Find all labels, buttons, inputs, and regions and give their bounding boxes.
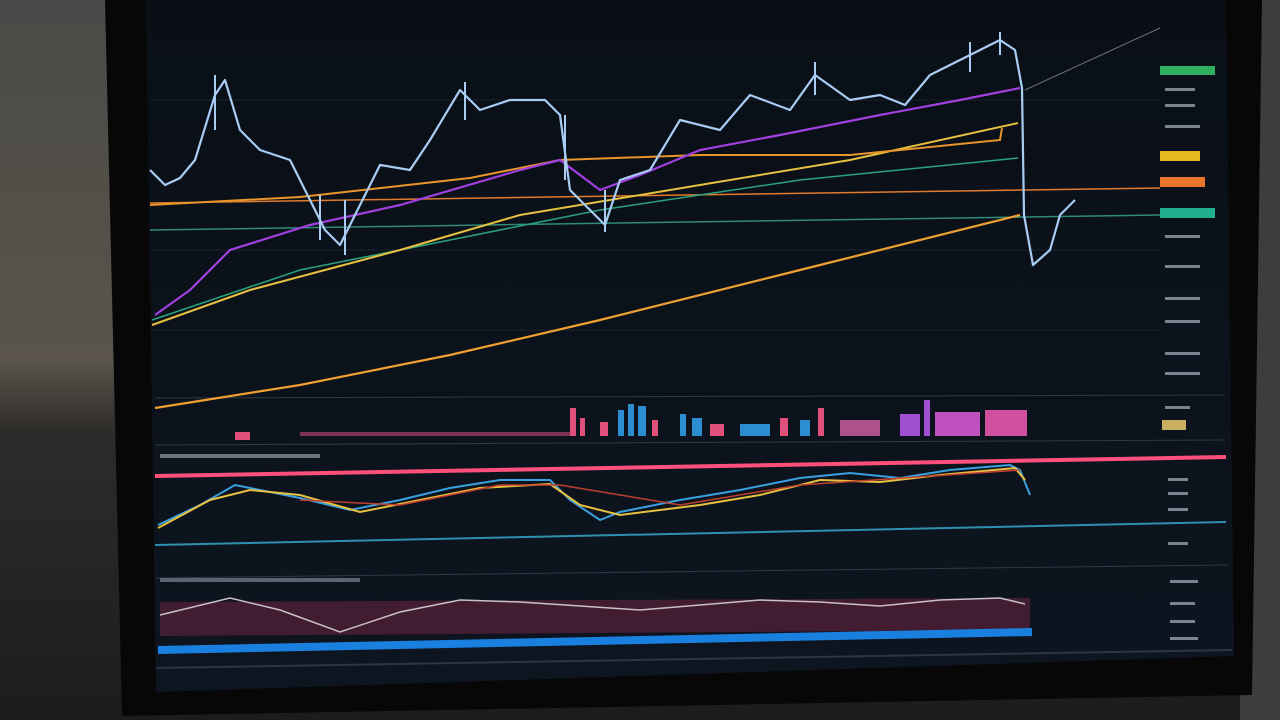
price-tag	[1160, 66, 1215, 75]
histogram-area	[160, 598, 1030, 636]
indicator-level	[154, 455, 1227, 478]
scale-mark	[1168, 508, 1188, 511]
lower-line	[159, 597, 1026, 633]
grid	[150, 99, 1229, 579]
volume-bar	[570, 408, 576, 436]
scale-mark	[1165, 235, 1200, 238]
scale-mark	[1165, 352, 1200, 355]
price-line	[149, 38, 1076, 267]
scale-mark	[1165, 88, 1195, 91]
indicator-baseline	[154, 521, 1227, 546]
ma-long	[154, 213, 1021, 410]
volume-bar	[800, 420, 810, 436]
scale-mark	[1165, 265, 1200, 268]
volume-bar	[580, 418, 585, 436]
scale-mark	[1168, 542, 1188, 545]
volume-bar	[985, 410, 1027, 436]
status-bar	[155, 649, 1233, 669]
volume-bar	[600, 422, 608, 436]
volume-bar	[652, 420, 658, 436]
volume-bar	[710, 424, 724, 436]
ma-orange	[149, 127, 1003, 206]
scale-mark	[1170, 637, 1198, 640]
price-scale-ticks	[1165, 88, 1200, 640]
trend-line	[1024, 27, 1161, 91]
scale-mark	[1170, 580, 1198, 583]
volume-bar	[300, 432, 570, 436]
scale-mark	[1165, 104, 1195, 107]
volume-bar	[235, 432, 250, 440]
toolbar-strip	[160, 454, 320, 458]
screen	[146, 0, 1234, 692]
volume-bar	[680, 414, 686, 436]
grid-line	[154, 439, 1226, 446]
scale-mark	[1165, 406, 1190, 409]
volume-bar	[924, 400, 930, 436]
toolbar-strip	[160, 578, 360, 582]
volume-bar	[638, 406, 646, 436]
volume-bar	[628, 404, 634, 436]
price-tag	[1160, 208, 1215, 218]
ma-yellow	[151, 122, 1019, 326]
level-line	[149, 214, 1161, 231]
scale-mark	[1165, 125, 1200, 128]
volume-bar	[935, 412, 980, 436]
ma-purple	[154, 86, 1021, 316]
volume-bar	[900, 414, 920, 436]
scale-mark	[1170, 620, 1195, 623]
ma-green	[151, 157, 1019, 321]
volume	[235, 400, 1027, 440]
scale-mark	[1165, 372, 1200, 375]
scale-mark	[1170, 602, 1195, 605]
volume-bar	[840, 420, 880, 436]
volume-bar	[692, 418, 702, 436]
volume-bar	[740, 424, 770, 436]
price-tag	[1160, 177, 1205, 187]
scale-mark	[1168, 492, 1188, 495]
grid-line	[155, 564, 1229, 579]
volume-bar	[618, 410, 624, 436]
scale-mark	[1165, 320, 1200, 323]
scale-mark	[1165, 297, 1200, 300]
lower-bar	[158, 628, 1032, 654]
price-tag	[1160, 151, 1200, 161]
oscillator-red	[299, 469, 1021, 506]
grid-line	[154, 394, 1226, 399]
scale-mark	[1168, 478, 1188, 481]
price-tag	[1162, 420, 1186, 430]
volume-bar	[818, 408, 824, 436]
level-line	[149, 187, 1161, 204]
price-scale	[1160, 66, 1215, 640]
oscillator-yellow	[157, 466, 1026, 529]
volume-bar	[780, 418, 788, 436]
candle-wicks	[214, 32, 1001, 255]
